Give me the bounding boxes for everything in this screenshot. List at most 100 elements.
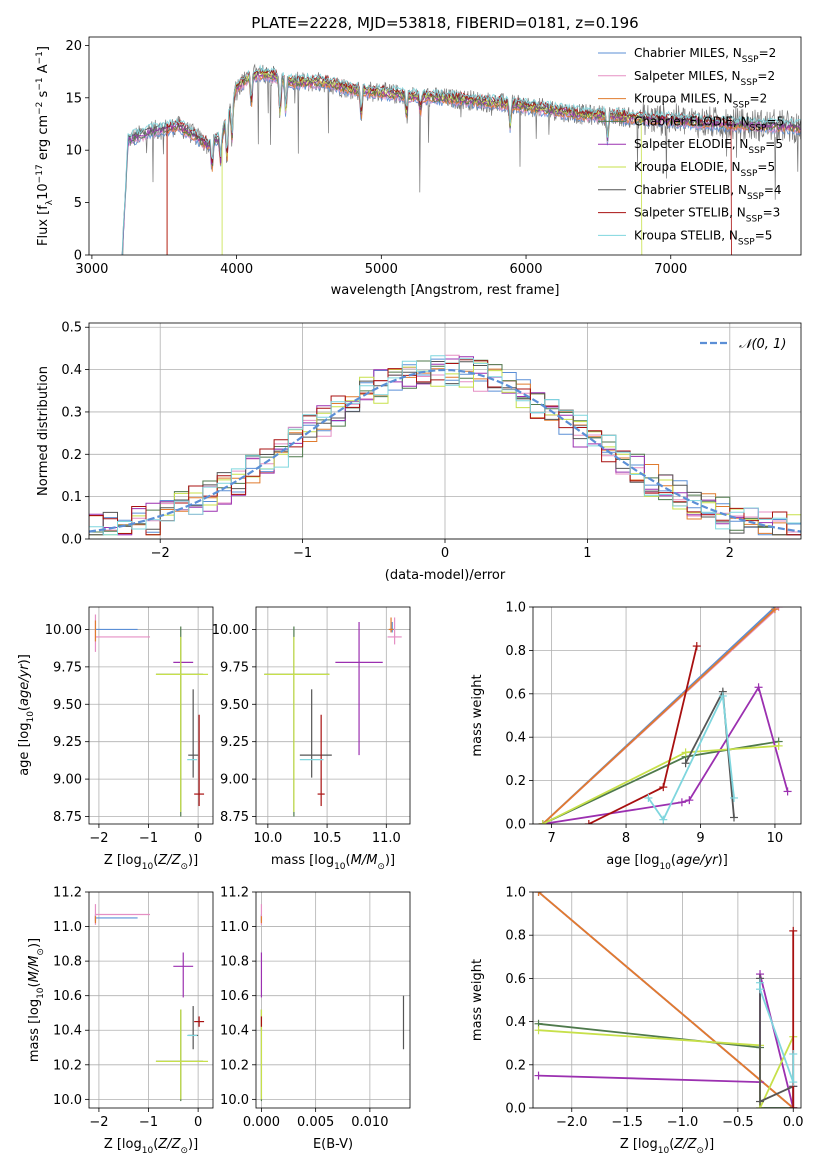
weight-marker-kroupa_stelib (756, 985, 765, 994)
errorbar-salpeter_stelib (317, 714, 325, 807)
age_vs_z-ylabel: age [log10(age/yr)] (17, 654, 36, 776)
y-tick-label: 11.0 (53, 920, 82, 935)
errorbar-chabrier_elodie (264, 626, 330, 817)
weight-line-salpeter_elodie (542, 685, 789, 824)
weight-marker-chabrier_stelib (756, 1097, 765, 1106)
x-tick-label: −1 (139, 1115, 158, 1130)
errorbar-chabrier_miles (94, 914, 138, 922)
legend-label-chabrier_elodie: Chabrier ELODIE, NSSP=5 (634, 114, 784, 133)
weight-marker-chabrier_stelib (730, 813, 738, 822)
weight_vs_z-ylabel: mass weight (470, 959, 485, 1041)
errorbar-kroupa_elodie (155, 636, 209, 813)
residual-histogram-panel: −2 −1 0 1 2 0.0 0.1 0.2 0.3 0.4 0.5 (data-model)/er… (36, 321, 802, 583)
weight-line-salpeter_elodie (538, 973, 795, 1108)
spectrum-legend: Chabrier MILES, NSSP=2 Salpeter MILES, NS… (598, 46, 784, 247)
y-tick-label: 10.4 (53, 1024, 82, 1039)
errorbar-chabrier_elodie (155, 1009, 204, 1102)
axes-frame (88, 322, 802, 540)
weight-marker-kroupa_stelib (730, 793, 738, 802)
y-tick-label: 1.0 (505, 886, 526, 901)
y-tick-label: 10.0 (220, 1093, 249, 1108)
hist-xlabel: (data-model)/error (385, 568, 506, 583)
x-tick-label: −2.0 (556, 1115, 588, 1130)
y-tick-label: 0.6 (505, 687, 526, 702)
y-tick-label: 10.0 (53, 1093, 82, 1108)
y-tick-label: 11.2 (53, 886, 82, 901)
errorbar-kroupa_miles (388, 617, 394, 633)
age_vs_mass-xlabel: mass [log10(M/M⊙)] (271, 853, 395, 872)
y-tick-label: 15 (65, 91, 82, 106)
y-tick-label: 9.25 (220, 735, 249, 750)
x-tick-label: 0 (194, 831, 202, 846)
axes-frame (532, 606, 802, 825)
y-tick-label: 1.0 (505, 601, 526, 616)
spectrum-model-salpeter_stelib (166, 67, 732, 255)
weight-marker-salpeter_elodie (685, 796, 694, 805)
x-tick-label: 0.0 (783, 1115, 804, 1130)
normal-curve (88, 368, 802, 533)
x-tick-label: 9 (696, 831, 704, 846)
hist-legend: 𝒩(0, 1) (700, 337, 786, 352)
weight-marker-kroupa_elodie (538, 820, 547, 824)
y-tick-label: 10.4 (220, 1024, 249, 1039)
y-tick-label: 9.75 (53, 660, 82, 675)
x-tick-label: −0.5 (722, 1115, 754, 1130)
axes-frame (88, 36, 802, 256)
spectrum-xlabel: wavelength [Angstrom, rest frame] (331, 283, 560, 298)
weight-line-chabrier_elodie (542, 740, 779, 824)
spectrum-ylabel: Flux [fλ10−17 erg cm−2 s−1 A−1] (35, 46, 55, 246)
age-vs-metallicity-panel: −2 −1 0 8.75 9.00 9.25 9.50 9.75 10.00 Z [log10(Z… (17, 606, 214, 872)
weight-marker-salpeter_elodie (534, 1071, 543, 1080)
y-tick-label: 8.75 (53, 810, 82, 825)
axes-frame (88, 606, 214, 825)
y-tick-label: 10.00 (212, 623, 249, 638)
errorbar-chabrier_stelib (188, 689, 199, 778)
spectrum-model-kroupa_stelib (121, 64, 801, 255)
x-tick-label: 0.000 (243, 1115, 280, 1130)
x-tick-label: −1.5 (611, 1115, 643, 1130)
mass_vs_z-xlabel: Z [log10(Z/Z⊙)] (104, 1137, 198, 1156)
errorbar-chabrier_stelib (299, 689, 332, 778)
x-tick-label: 0.005 (297, 1115, 334, 1130)
age-vs-mass-panel: 10.0 10.5 11.0 8.75 9.00 9.25 9.50 9.75 10.00 mas… (212, 606, 411, 872)
x-tick-label: 10 (767, 831, 784, 846)
weight-marker-salpeter_stelib (789, 1104, 798, 1108)
weight-marker-salpeter_stelib (659, 783, 668, 792)
weight-marker-kroupa_miles (770, 607, 779, 614)
y-tick-label: 0.0 (505, 818, 526, 833)
y-tick-label: 0.2 (505, 774, 526, 789)
errorbar-kroupa_elodie (155, 1009, 209, 1100)
legend-label-salpeter_miles: Salpeter MILES, NSSP=2 (634, 69, 775, 88)
weight-marker-salpeter_stelib (584, 820, 593, 824)
x-tick-label: −1.0 (667, 1115, 699, 1130)
x-tick-label: 11.0 (372, 831, 401, 846)
axes-frame (88, 891, 214, 1109)
y-tick-label: 9.25 (53, 735, 82, 750)
weight-line-kroupa_elodie (542, 745, 779, 824)
y-tick-label: 9.50 (220, 698, 249, 713)
y-tick-label: 0.0 (505, 1102, 526, 1117)
errorbar-salpeter_elodie (335, 621, 383, 756)
errorbar-salpeter_stelib (194, 1016, 205, 1027)
errorbar-salpeter_elodie (173, 952, 194, 998)
legend-label-chabrier_miles: Chabrier MILES, NSSP=2 (634, 46, 776, 65)
y-tick-label: 11.2 (220, 886, 249, 901)
weight-marker-salpeter_stelib (789, 926, 798, 935)
weight-line-kroupa_elodie (538, 1029, 795, 1108)
y-tick-label: 9.75 (220, 660, 249, 675)
weight-marker-salpeter_elodie (783, 787, 792, 796)
weight-line-chabrier_elodie (538, 1022, 794, 1108)
errorbar-salpeter_stelib (194, 714, 205, 807)
y-tick-label: 0.4 (505, 731, 526, 746)
y-tick-label: 0.2 (505, 1058, 526, 1073)
legend-label-salpeter_elodie: Salpeter ELODIE, NSSP=5 (634, 137, 783, 156)
weight-line-kroupa_stelib (647, 692, 735, 822)
y-tick-label: 20 (65, 39, 82, 54)
y-tick-label: 9.00 (220, 773, 249, 788)
errorbar-chabrier_elodie (155, 626, 204, 817)
mass_vs_ebv-xlabel: E(B-V) (313, 1137, 353, 1152)
hist-ylabel: Normed distribution (36, 366, 51, 496)
x-tick-label: 1 (583, 546, 591, 561)
y-tick-label: 11.0 (220, 920, 249, 935)
y-tick-label: 5 (74, 196, 82, 211)
